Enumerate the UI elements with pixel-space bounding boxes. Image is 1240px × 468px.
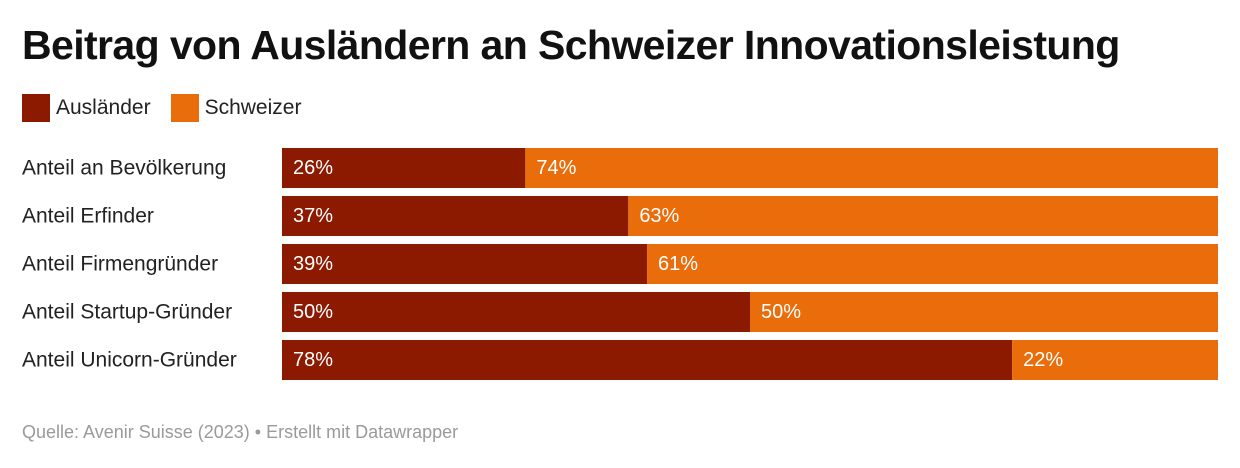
bar-schweizer [628,196,1218,236]
bar-schweizer [647,244,1218,284]
legend-swatch-auslaender [22,94,50,122]
data-label-auslaender: 78% [293,349,333,371]
legend-item-auslaender: Ausländer [22,94,151,122]
legend: Ausländer Schweizer [22,93,321,123]
data-label-auslaender: 50% [293,301,333,323]
data-label-auslaender: 37% [293,205,333,227]
data-label-schweizer: 74% [536,157,576,179]
legend-label-schweizer: Schweizer [204,96,302,119]
legend-label-auslaender: Ausländer [56,96,151,119]
chart-title: Beitrag von Ausländern an Schweizer Inno… [22,22,1120,68]
data-label-auslaender: 39% [293,253,333,275]
data-label-schweizer: 22% [1023,349,1063,371]
source-note: Quelle: Avenir Suisse (2023) • Erstellt … [22,422,459,442]
bar-auslaender [282,340,1013,380]
category-label: Anteil Startup-Gründer [22,301,232,324]
legend-item-schweizer: Schweizer [170,94,302,122]
data-label-schweizer: 61% [658,253,698,275]
bar-schweizer [525,148,1218,188]
category-label: Anteil Unicorn-Gründer [22,349,237,372]
bar-auslaender [282,196,629,236]
bar-schweizer [1012,340,1218,380]
data-label-schweizer: 50% [761,301,801,323]
bar-auslaender [282,292,750,332]
legend-swatch-schweizer [170,94,199,122]
category-label: Anteil Erfinder [22,205,154,228]
data-label-schweizer: 63% [639,205,679,227]
category-label: Anteil Firmengründer [22,253,218,276]
category-label: Anteil an Bevölkerung [22,157,226,180]
bar-auslaender [282,244,648,284]
bar-auslaender [282,148,526,188]
bar-schweizer [750,292,1218,332]
data-label-auslaender: 26% [293,157,333,179]
